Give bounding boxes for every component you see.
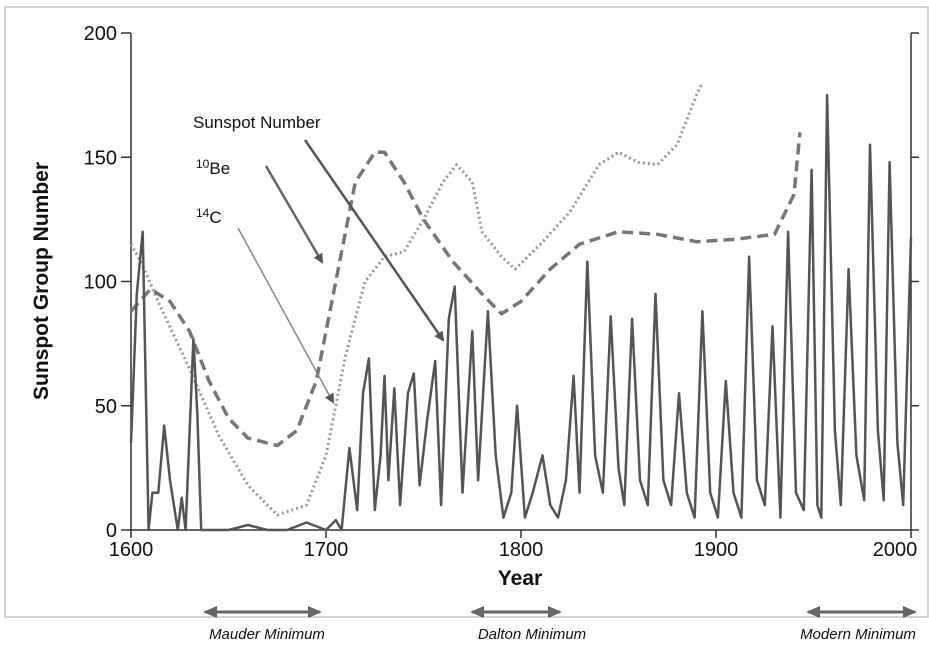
arrow [264,165,324,264]
series-name: Be [209,159,230,178]
y-tick-label: 100 [84,272,117,294]
superscript: 14 [196,206,210,220]
x-tick-label: 1700 [304,539,349,561]
annotations: Sunspot Number 10Be 14C [193,113,445,404]
superscript: 10 [196,157,210,171]
period-label: Dalton Minimum [478,626,586,643]
series-line [129,132,802,448]
series-line [129,93,913,532]
y-tick-label: 50 [95,396,117,418]
x-tick-label: 1900 [694,539,739,561]
series-name: C [209,208,221,227]
x-tick-label: 1800 [499,539,544,561]
y-tick-label: 150 [84,147,117,169]
x-tick-label: 1600 [109,539,154,561]
y-tick-label: 200 [84,23,117,45]
frame [4,6,929,618]
series-line [129,82,704,517]
y-axis-label: Sunspot Group Number [30,162,53,400]
series-label: 14C [196,206,222,227]
x-axis-label: Year [498,567,542,590]
period-label: Mauder Minimum [209,626,325,643]
arrow [303,139,445,342]
period-label: Modern Minimum [800,626,916,643]
series-label: Sunspot Number [193,113,321,132]
arrow [237,227,334,404]
y-tick-label: 0 [106,520,117,542]
x-tick-label: 2000 [873,539,918,561]
series-label: 10Be [196,157,230,178]
